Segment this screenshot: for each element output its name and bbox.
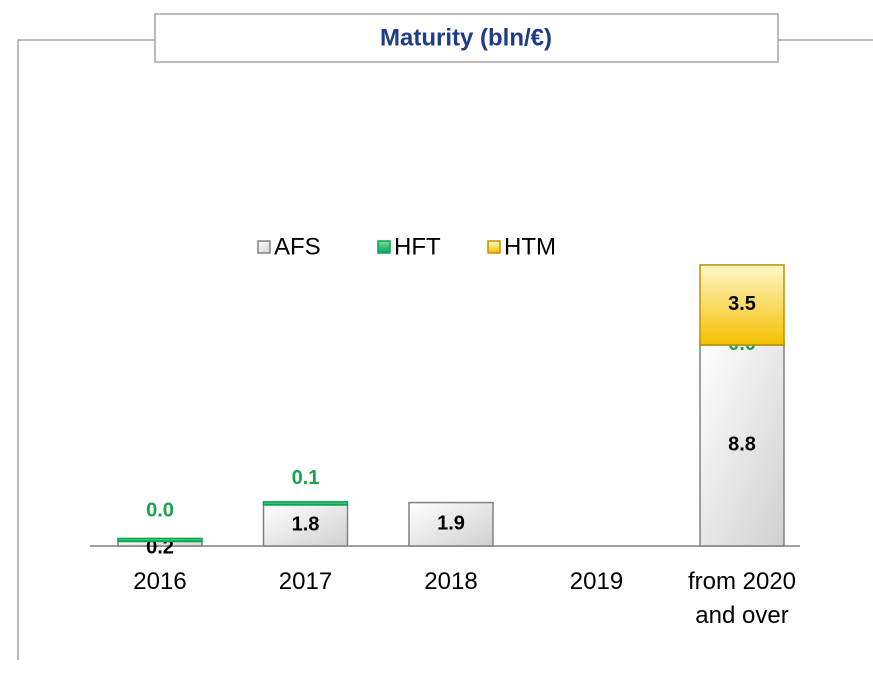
- chart-title: Maturity (bln/€): [380, 24, 552, 51]
- title-box: [154, 13, 779, 63]
- bar-segment: [408, 501, 494, 547]
- value-label: 8.8: [728, 434, 756, 456]
- bar-segment: [699, 344, 785, 547]
- bar-segment: [699, 264, 785, 346]
- legend-label: AFS: [274, 233, 321, 260]
- value-label: 0.1: [292, 467, 320, 489]
- x-tick-label: 2017: [278, 568, 333, 595]
- value-label: 3.5: [728, 293, 756, 315]
- bar-segment: [117, 537, 203, 543]
- value-label: 0.0: [146, 500, 174, 522]
- bar-segment: [262, 501, 349, 506]
- legend-label: HTM: [504, 233, 556, 260]
- x-tick-label: 2016: [133, 568, 187, 595]
- value-label: 1.8: [292, 514, 320, 536]
- legend-label: HFT: [394, 233, 441, 260]
- x-tick-label: from 2020 and over: [687, 568, 797, 629]
- x-tick-label: 2019: [569, 568, 624, 595]
- frame: [17, 39, 155, 660]
- x-tick-label: 2018: [424, 568, 478, 595]
- legend-swatch: [487, 240, 501, 254]
- value-label: 1.9: [437, 513, 465, 535]
- legend-swatch: [377, 240, 391, 254]
- legend-swatch: [257, 240, 271, 254]
